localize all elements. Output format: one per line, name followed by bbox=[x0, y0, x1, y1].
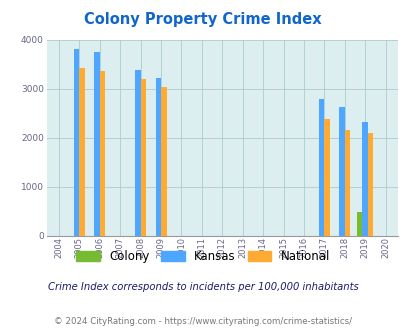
Bar bbox=[339, 107, 344, 236]
Bar bbox=[74, 50, 79, 236]
Bar bbox=[140, 79, 146, 236]
Bar bbox=[161, 87, 166, 236]
Bar bbox=[100, 71, 105, 236]
Bar bbox=[362, 122, 367, 236]
Bar bbox=[356, 212, 362, 236]
Bar bbox=[94, 52, 100, 236]
Bar bbox=[79, 68, 85, 236]
Bar bbox=[318, 99, 324, 236]
Bar bbox=[155, 78, 161, 236]
Bar bbox=[135, 70, 140, 236]
Bar bbox=[344, 130, 350, 236]
Text: © 2024 CityRating.com - https://www.cityrating.com/crime-statistics/: © 2024 CityRating.com - https://www.city… bbox=[54, 317, 351, 326]
Text: Crime Index corresponds to incidents per 100,000 inhabitants: Crime Index corresponds to incidents per… bbox=[47, 282, 358, 292]
Legend: Colony, Kansas, National: Colony, Kansas, National bbox=[76, 250, 329, 263]
Bar bbox=[367, 133, 373, 236]
Bar bbox=[324, 119, 329, 236]
Text: Colony Property Crime Index: Colony Property Crime Index bbox=[84, 12, 321, 26]
